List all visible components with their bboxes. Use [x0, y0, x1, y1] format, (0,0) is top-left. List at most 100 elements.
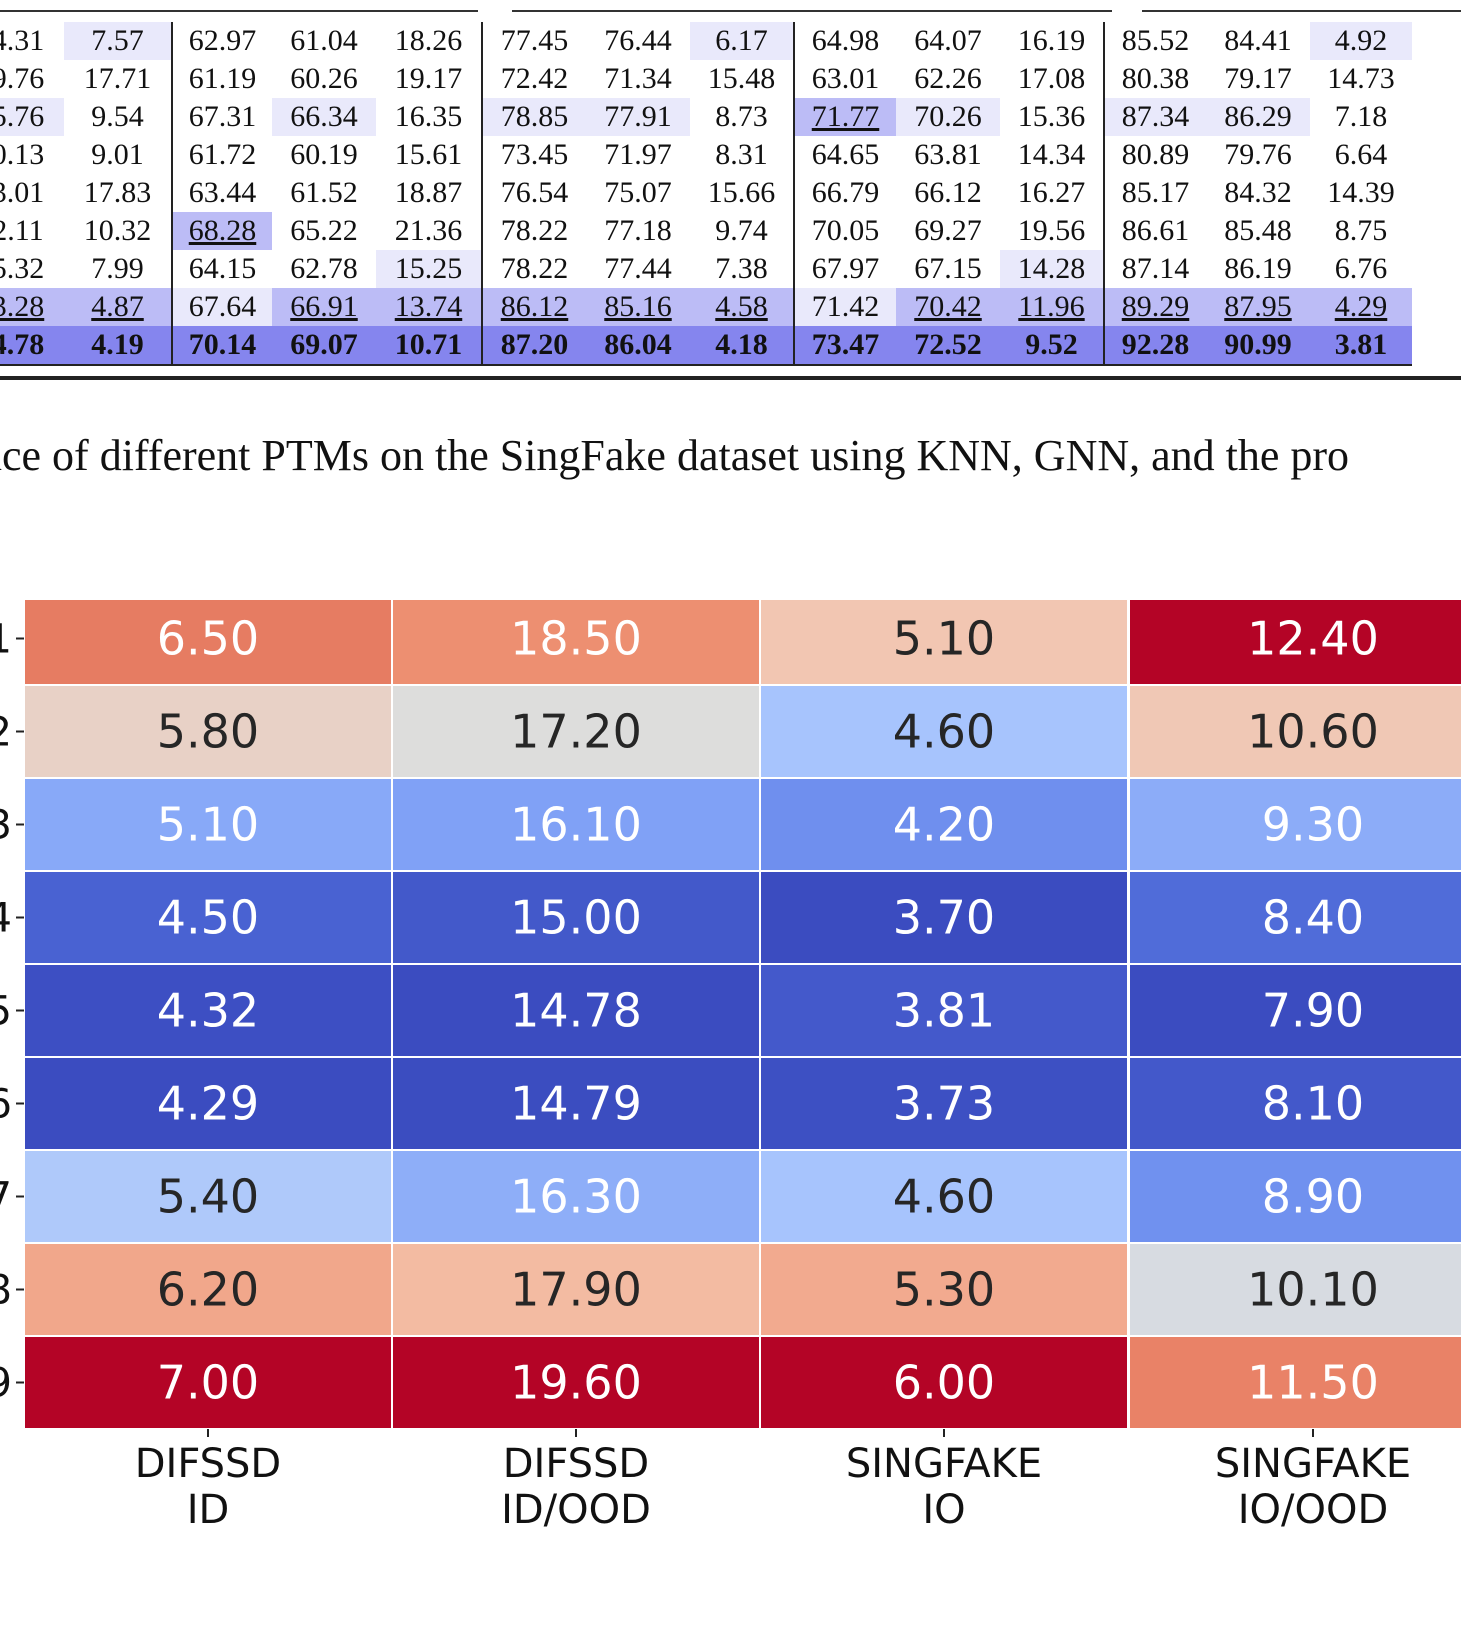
- heatmap-cell-label: 7.00: [157, 1356, 259, 1410]
- heatmap-chart: 6.50 18.50 5.10 12.40 5.80 17.20 4.60 10.60 5.10…: [0, 600, 1461, 1534]
- table-cell: 8.73: [715, 100, 768, 133]
- y-tick-label: 1: [0, 617, 12, 663]
- heatmap-cell-label: 3.81: [893, 984, 995, 1038]
- heatmap-cell-label: 4.29: [157, 1077, 259, 1131]
- table-cell: 9.74: [715, 214, 768, 247]
- table-cell: 61.52: [290, 176, 358, 209]
- table-cell: 78.85: [481, 98, 586, 136]
- table-cell: 71.34: [604, 62, 672, 95]
- table-row: 4.784.1970.1469.0710.7187.2086.044.1873.…: [0, 326, 1412, 366]
- results-table: 4.317.5762.9761.0418.2677.4576.446.1764.…: [0, 22, 1412, 366]
- table-cell: 63.01: [793, 60, 896, 98]
- table-cell: 4.29: [1310, 288, 1412, 326]
- table-cell: 92.28: [1103, 326, 1206, 366]
- table-cell: 4.92: [1310, 22, 1412, 60]
- heatmap-cell: [23, 600, 393, 686]
- table-cell: 75.07: [604, 176, 672, 209]
- table-cell: 64.65: [793, 136, 896, 174]
- heatmap-cell: [391, 777, 761, 872]
- table-row: 4.317.5762.9761.0418.2677.4576.446.1764.…: [0, 22, 1412, 60]
- x-tick-label: ID/OOD: [501, 1487, 651, 1533]
- table-cell: 7.18: [1334, 100, 1388, 133]
- table-cell: 6.76: [1334, 252, 1388, 285]
- table-cell: 62.97: [171, 22, 272, 60]
- table-top-rule: [512, 10, 1112, 12]
- table-cell: 71.42: [793, 288, 896, 326]
- table-cell: 78.22: [481, 212, 586, 250]
- table-cell: 13.74: [376, 288, 482, 326]
- table-cell: 79.76: [1224, 138, 1292, 171]
- y-tick-label: 8: [0, 1268, 12, 1314]
- heatmap-cell-label: 10.10: [1247, 1263, 1379, 1317]
- table-cell: 77.18: [604, 214, 672, 247]
- table-row: 9.76 17.71 61.19 60.26 19.17 72.42 71.34 15.48 6…: [0, 60, 1412, 98]
- table-cell: 79.17: [1224, 62, 1292, 95]
- table-cell: 61.04: [290, 24, 358, 57]
- heatmap-cell: [23, 1149, 393, 1244]
- table-row: 0.13 9.01 61.72 60.19 15.61 73.45 71.97 8.31 64.…: [0, 136, 1412, 174]
- table-cell: 70.42: [896, 288, 1000, 326]
- table-cell: 15.61: [394, 138, 463, 171]
- table-cell: 86.29: [1206, 98, 1310, 136]
- y-tick-label: 4: [0, 896, 12, 942]
- table-cell: 3.28: [0, 288, 64, 326]
- table-cell: 69.27: [914, 214, 982, 247]
- heatmap-cell-label: 17.90: [510, 1263, 642, 1317]
- heatmap-cell: [1128, 777, 1461, 872]
- heatmap-cell-label: 5.40: [157, 1170, 259, 1224]
- x-tick-label: DIFSSD: [503, 1441, 649, 1487]
- table-cell: 9.52: [1000, 326, 1104, 366]
- heatmap-cell: [1128, 600, 1461, 686]
- table-cell: 65.22: [290, 214, 358, 247]
- y-tick-label: 2: [0, 710, 12, 756]
- heatmap-cell: [23, 1242, 393, 1337]
- table-cell: 14.34: [1017, 138, 1086, 171]
- table-cell: 66.34: [272, 98, 376, 136]
- table-cell: 9.54: [91, 100, 144, 133]
- heatmap-cell-label: 7.90: [1262, 984, 1364, 1038]
- y-tick-label: 7: [0, 1175, 12, 1221]
- heatmap-cell-label: 5.10: [893, 612, 995, 666]
- heatmap-cell-label: 15.00: [510, 891, 642, 945]
- table-cell: 71.77: [793, 98, 896, 136]
- table-cell: 87.20: [481, 326, 586, 366]
- table-row: 2.11 10.32 68.28 65.22 21.36 78.22 77.18 9.74 70…: [0, 212, 1412, 250]
- heatmap-cell: [759, 1149, 1129, 1244]
- heatmap-cell: [1128, 1149, 1461, 1244]
- table-cell: 66.91: [272, 288, 376, 326]
- x-tick-label: SINGFAKE: [1215, 1441, 1411, 1487]
- table-cell: 70.26: [896, 98, 1000, 136]
- table-cell: 17.71: [83, 62, 152, 95]
- heatmap-cell: [23, 870, 393, 965]
- heatmap-cell: [759, 600, 1129, 686]
- table-cell: 5.76: [0, 98, 64, 136]
- table-cell: 72.42: [481, 60, 586, 98]
- heatmap-cell: [759, 1335, 1129, 1430]
- heatmap-cells: 6.50 18.50 5.10 12.40 5.80 17.20 4.60 10.60 5.10…: [23, 600, 1461, 1430]
- x-tick-label: IO/OOD: [1238, 1487, 1389, 1533]
- heatmap-cell-label: 5.10: [157, 798, 259, 852]
- heatmap-cell-label: 4.20: [893, 798, 995, 852]
- table-cell: 77.44: [604, 252, 672, 285]
- heatmap-cell-label: 3.70: [893, 891, 995, 945]
- heatmap-cell-label: 4.60: [893, 1170, 995, 1224]
- heatmap-ticks: 123456789DIFSSDIDDIFSSDID/OODSINGFAKEIOS…: [0, 617, 1411, 1534]
- table-cell: 8.75: [1334, 214, 1388, 247]
- table-cell: 78.22: [481, 250, 586, 288]
- heatmap-cell: [391, 1056, 761, 1151]
- table-cell: 6.64: [1334, 138, 1388, 171]
- heatmap-cell: [23, 777, 393, 872]
- table-bottom-rule: [0, 376, 1461, 380]
- table-cell: 70.14: [171, 326, 272, 366]
- table-cell: 86.61: [1103, 212, 1206, 250]
- table-cell: 85.48: [1224, 214, 1292, 247]
- table-cell: 3.01: [0, 176, 45, 209]
- heatmap-cell-label: 4.60: [893, 705, 995, 759]
- table-cell: 85.16: [586, 288, 690, 326]
- heatmap-cell: [23, 684, 393, 779]
- table-cell: 19.17: [394, 62, 463, 95]
- table-cell: 21.36: [394, 214, 463, 247]
- table-cell: 87.34: [1103, 98, 1206, 136]
- table-cell: 4.31: [0, 24, 45, 57]
